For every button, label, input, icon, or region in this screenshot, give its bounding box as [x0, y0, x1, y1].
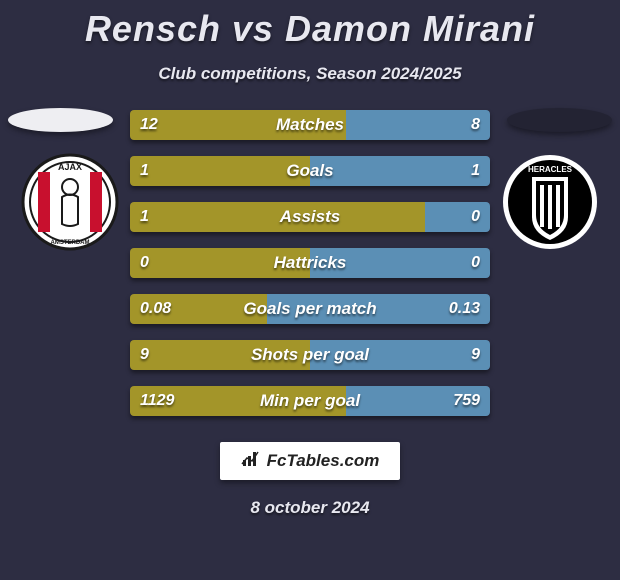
- stat-value-left: 1: [140, 202, 149, 232]
- stat-value-right: 0: [471, 248, 480, 278]
- stat-value-right: 759: [453, 386, 480, 416]
- stat-value-left: 0.08: [140, 294, 171, 324]
- stat-value-left: 9: [140, 340, 149, 370]
- date-label: 8 october 2024: [0, 498, 620, 518]
- comparison-content: AJAX AMSTERDAM HERACLES Matches128Goals1…: [0, 110, 620, 416]
- club-crest-right: HERACLES: [500, 152, 600, 252]
- stat-row: Matches12 8: [130, 110, 490, 140]
- stat-label: Shots per goal: [130, 340, 490, 370]
- stat-row: Min per goal1129 759: [130, 386, 490, 416]
- stat-row: Goals1 1: [130, 156, 490, 186]
- stat-value-right: 1: [471, 156, 480, 186]
- club-crest-left: AJAX AMSTERDAM: [20, 152, 120, 252]
- ajax-crest-icon: AJAX AMSTERDAM: [20, 152, 120, 252]
- svg-text:AJAX: AJAX: [58, 162, 82, 172]
- brand-label: FcTables.com: [267, 451, 380, 471]
- stat-row: Assists1 0: [130, 202, 490, 232]
- svg-text:HERACLES: HERACLES: [528, 165, 573, 174]
- stat-row: Goals per match0.08 0.13: [130, 294, 490, 324]
- player-ellipse-left: [8, 108, 113, 132]
- stat-value-left: 12: [140, 110, 158, 140]
- chart-icon: [241, 450, 261, 473]
- heracles-crest-icon: HERACLES: [500, 152, 600, 252]
- svg-text:AMSTERDAM: AMSTERDAM: [51, 240, 90, 246]
- stat-label: Matches: [130, 110, 490, 140]
- brand-box: FcTables.com: [220, 442, 400, 480]
- stat-value-right: 0: [471, 202, 480, 232]
- stat-value-right: 9: [471, 340, 480, 370]
- stat-value-left: 1: [140, 156, 149, 186]
- stat-value-right: 8: [471, 110, 480, 140]
- stat-label: Min per goal: [130, 386, 490, 416]
- player-ellipse-right: [507, 108, 612, 132]
- stat-value-right: 0.13: [449, 294, 480, 324]
- stat-row: Hattricks0 0: [130, 248, 490, 278]
- subtitle: Club competitions, Season 2024/2025: [0, 64, 620, 84]
- stat-row: Shots per goal9 9: [130, 340, 490, 370]
- page-title: Rensch vs Damon Mirani: [0, 0, 620, 50]
- stat-label: Goals: [130, 156, 490, 186]
- stat-label: Assists: [130, 202, 490, 232]
- stat-label: Hattricks: [130, 248, 490, 278]
- stat-bars: Matches128Goals11Assists10Hattricks00Goa…: [130, 110, 490, 416]
- stat-value-left: 1129: [140, 386, 174, 416]
- stat-label: Goals per match: [130, 294, 490, 324]
- stat-value-left: 0: [140, 248, 149, 278]
